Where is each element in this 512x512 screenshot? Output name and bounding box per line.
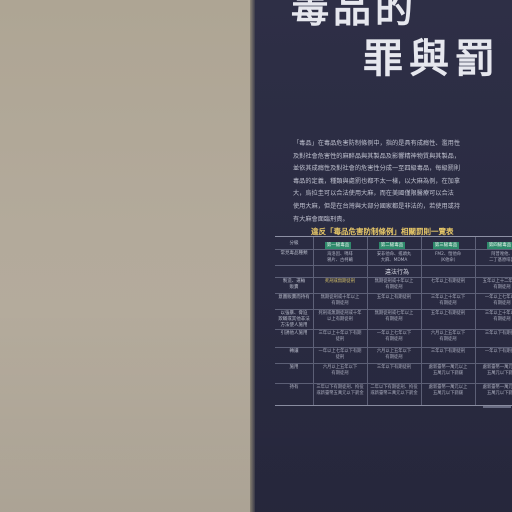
drug-example-cell: 海洛因、嗎啡 鴉片、古柯鹼 (327, 252, 353, 263)
penalty-cell: 死刑或無期徒刑 (324, 279, 356, 284)
table-row-label: 常見毒品種類 (280, 251, 308, 256)
table-row-label: 施用 (289, 365, 299, 370)
penalty-cell: 處新臺幣一萬元以上 五萬元以下罰鍰 (482, 365, 512, 376)
grade-badge: 第二級毒品 (379, 242, 405, 249)
exhibition-poster: 毒品的 罪與罰 「毒品」在毒品危害防制條例中，指的是具有成癮性、濫用性 及對社會… (255, 0, 512, 512)
penalty-cell: 三年以上十年以下 有期徒刑 (484, 311, 512, 322)
table-row-divider (275, 249, 512, 250)
table-row-divider (275, 277, 512, 278)
penalty-cell: 三年以上十年以下 有期徒刑 (430, 295, 466, 306)
violation-section-label: 違法行為 (385, 269, 410, 276)
drug-example-cell: FM2、愷他命 （K他命） (434, 252, 462, 263)
table-row-label: 持有 (289, 385, 299, 390)
penalty-cell: 三年以下有期徒刑 (376, 365, 412, 370)
penalty-cell: 無期徒刑或十年以上 有期徒刑 (320, 295, 360, 306)
penalty-cell: 一年以上七年以下 有期徒刑 (484, 295, 512, 306)
penalty-cell: 死刑或無期徒刑或十年 以上有期徒刑 (318, 311, 362, 322)
table-row-divider (275, 293, 512, 294)
table-column-divider (367, 237, 368, 405)
penalty-cell: 三年以下有期徒刑、拘役 或新臺幣五萬元以下罰金 (316, 385, 364, 396)
penalty-cell: 五年以上十二年以下 有期徒刑 (482, 279, 512, 290)
penalty-cell: 處新臺幣一萬元以上 五萬元以下罰鍰 (482, 385, 512, 396)
penalty-table: 違法行為 第一級毒品 第二級毒品 第三級毒品 第四級毒品 分級常見毒品種類製造、運輸 販… (275, 236, 512, 406)
beige-wall (0, 0, 252, 512)
penalty-cell: 五年以上有期徒刑 (430, 311, 466, 316)
table-row-label: 分級 (289, 241, 299, 246)
footer-mark (483, 406, 511, 408)
table-row-divider (275, 329, 512, 330)
grade-badge: 第四級毒品 (487, 242, 512, 249)
penalty-cell: 無期徒刑或七年以上 有期徒刑 (374, 311, 414, 322)
penalty-cell: 處新臺幣一萬元以上 五萬元以下罰鍰 (428, 385, 468, 396)
penalty-cell: 三年以上十年以下有期 徒刑 (318, 331, 362, 342)
penalty-cell: 六月以上五年以下 有期徒刑 (322, 365, 358, 376)
table-row-divider (275, 265, 512, 266)
drug-example-cell: 安非他命、搖頭丸 大麻、MDMA (376, 252, 412, 263)
penalty-cell: 一年以上七年以下有期 徒刑 (318, 349, 362, 360)
table-row-label: 以強暴、脅迫 欺瞞或其他非法 方法使人施用 (278, 311, 310, 328)
panel-edge-shadow (250, 0, 256, 512)
penalty-table-title: 違反「毒品危害防制條例」相關罰則一覽表 (311, 227, 454, 236)
poster-intro-paragraph: 「毒品」在毒品危害防制條例中，指的是具有成癮性、濫用性 及對社會危害性的麻醉品與… (293, 140, 461, 222)
table-column-divider (313, 237, 314, 405)
table-row-label: 引誘他人施用 (280, 331, 308, 336)
table-column-divider (475, 237, 476, 405)
table-row-label: 意圖販賣而持有 (278, 295, 310, 300)
table-row-label: 製造、運輸 販賣 (282, 279, 306, 290)
penalty-cell: 五年以上有期徒刑 (376, 295, 412, 300)
penalty-cell: 三年以下有期徒刑 (484, 331, 512, 336)
penalty-cell: 一年以下有期徒刑 (484, 349, 512, 354)
poster-title-line1: 毒品的 (291, 0, 418, 31)
poster-title-line2: 罪與罰 (363, 36, 501, 82)
penalty-cell: 七年以上有期徒刑 (430, 279, 466, 284)
penalty-cell: 處新臺幣一萬元以上 五萬元以下罰鍰 (428, 365, 468, 376)
grade-badge: 第一級毒品 (325, 242, 351, 249)
grade-badge: 第三級毒品 (433, 242, 459, 249)
table-column-divider (421, 237, 422, 405)
drug-example-cell: 阿普唑他、 二丁基原啡因 (489, 252, 512, 263)
table-row-divider (275, 363, 512, 364)
penalty-cell: 一年以上七年以下 有期徒刑 (376, 331, 412, 342)
penalty-cell: 六月以上五年以下 有期徒刑 (430, 331, 466, 342)
penalty-cell: 無期徒刑或十年以上 有期徒刑 (374, 279, 414, 290)
table-row-divider (275, 309, 512, 310)
penalty-cell: 六月以上五年以下 有期徒刑 (376, 349, 412, 360)
table-row-label: 轉讓 (289, 349, 299, 354)
table-row-divider (275, 383, 512, 384)
table-row-divider (275, 347, 512, 348)
penalty-cell: 三年以下有期徒刑 (430, 349, 466, 354)
penalty-cell: 二年以下有期徒刑、拘役 或新臺幣三萬元以下罰金 (370, 385, 418, 396)
